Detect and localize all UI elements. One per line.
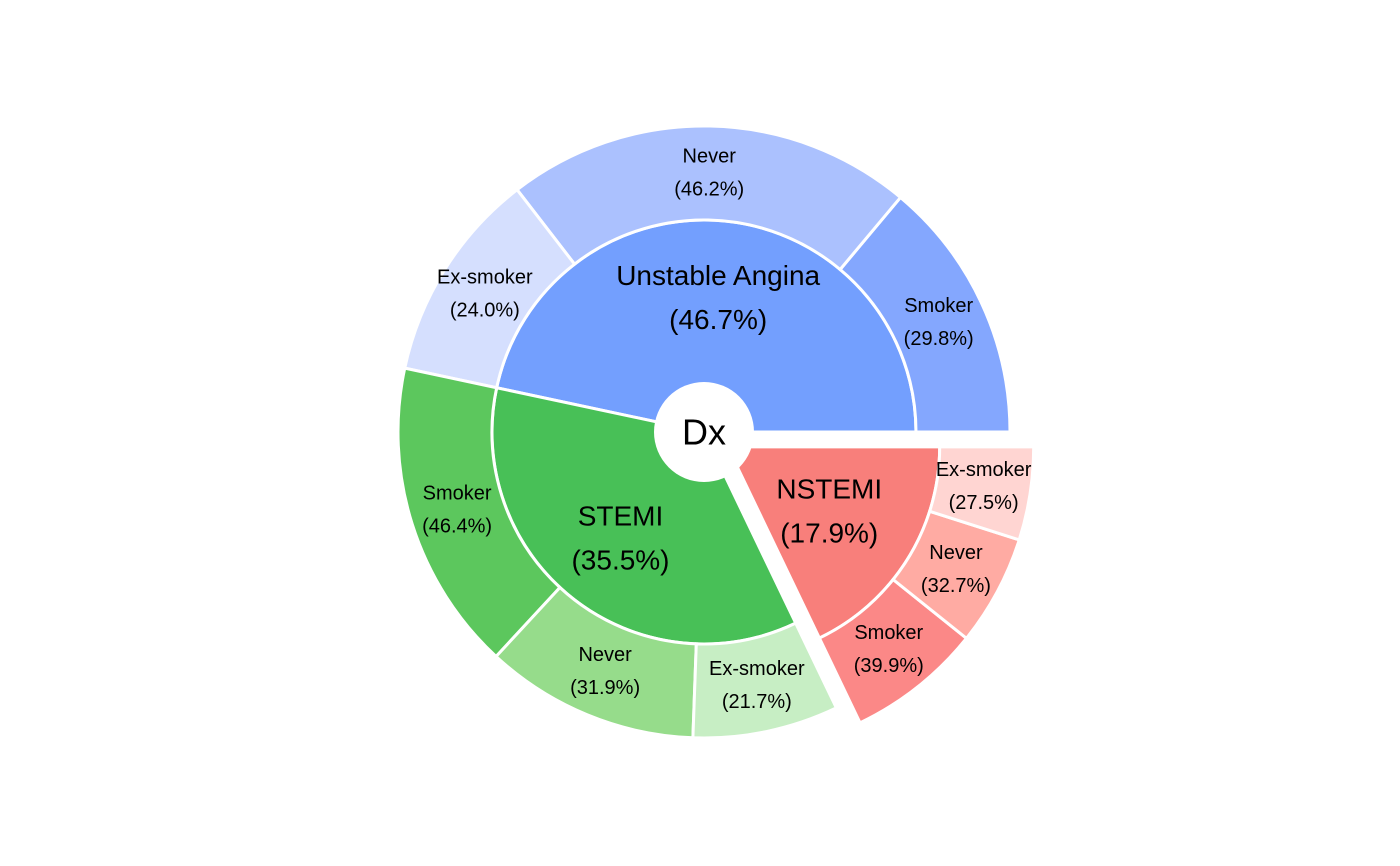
outer-label-stemi-never-percent: (31.9%) xyxy=(570,677,640,699)
outer-label-unstable-angina-smoker-name: Smoker xyxy=(904,295,973,317)
outer-label-stemi-ex-smoker-name: Ex-smoker xyxy=(709,658,805,680)
outer-label-nstemi-smoker-percent: (39.9%) xyxy=(854,655,924,677)
outer-label-nstemi-never-percent: (32.7%) xyxy=(921,575,991,597)
outer-label-unstable-angina-ex-smoker-percent: (24.0%) xyxy=(450,299,520,321)
outer-label-nstemi-ex-smoker-percent: (27.5%) xyxy=(949,492,1019,514)
outer-label-stemi-smoker-name: Smoker xyxy=(423,483,492,505)
outer-slice-stemi-ex-smoker xyxy=(691,621,839,740)
inner-label-stemi-percent: (35.5%) xyxy=(571,545,669,576)
inner-label-unstable-angina-name: Unstable Angina xyxy=(616,260,820,291)
outer-slice-nstemi-ex-smoker xyxy=(927,445,1036,542)
outer-label-nstemi-smoker-name: Smoker xyxy=(854,622,923,644)
outer-label-unstable-angina-never-percent: (46.2%) xyxy=(674,179,744,201)
outer-label-stemi-never-name: Never xyxy=(578,644,632,666)
outer-label-unstable-angina-smoker-percent: (29.8%) xyxy=(904,328,974,350)
outer-label-nstemi-never-name: Never xyxy=(929,542,983,564)
outer-label-unstable-angina-never-name: Never xyxy=(683,146,737,168)
outer-label-unstable-angina-ex-smoker-name: Ex-smoker xyxy=(437,266,533,288)
outer-slice-unstable-angina-never xyxy=(515,124,903,272)
inner-label-stemi-name: STEMI xyxy=(578,501,664,532)
center-label: Dx xyxy=(682,412,726,453)
inner-label-nstemi-percent: (17.9%) xyxy=(780,517,878,548)
outer-label-stemi-smoker-percent: (46.4%) xyxy=(422,516,492,538)
outer-label-stemi-ex-smoker-percent: (21.7%) xyxy=(722,691,792,713)
center-hole xyxy=(654,382,754,482)
inner-label-unstable-angina-percent: (46.7%) xyxy=(669,304,767,335)
inner-label-nstemi-name: NSTEMI xyxy=(776,473,882,504)
outer-label-nstemi-ex-smoker-name: Ex-smoker xyxy=(936,459,1032,481)
